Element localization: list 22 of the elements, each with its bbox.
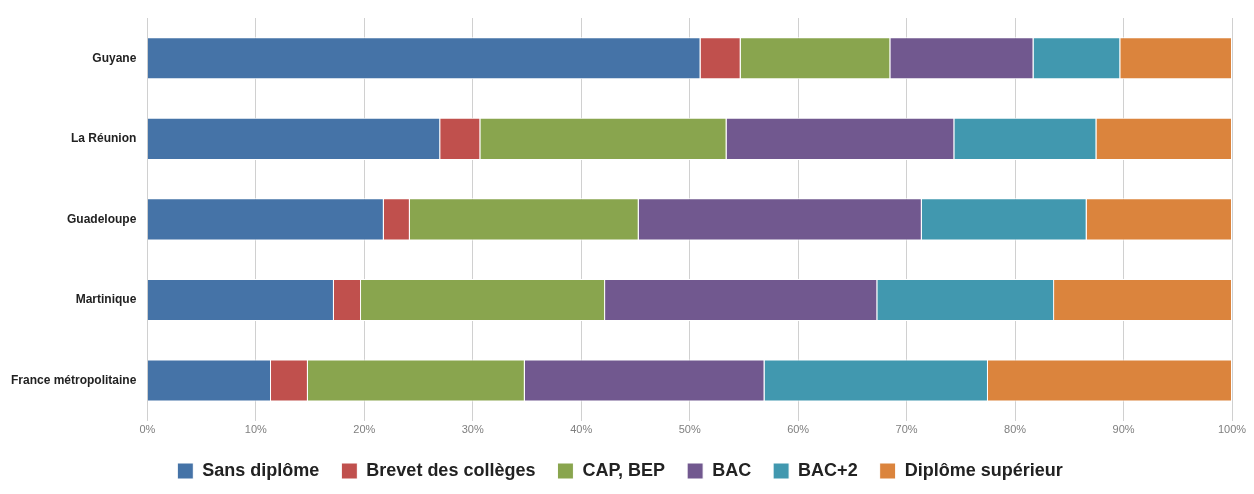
x-tick-label: 50% xyxy=(678,423,701,436)
x-tick-label: 80% xyxy=(1004,423,1027,436)
x-tick-label: 90% xyxy=(1112,423,1135,436)
x-tick-label: 60% xyxy=(787,423,810,436)
x-tick-label: 40% xyxy=(570,423,593,436)
x-tick-label: 30% xyxy=(461,423,484,436)
x-tick-label: 20% xyxy=(353,423,376,436)
x-tick-label: 10% xyxy=(244,423,268,436)
legend-label: Diplôme supérieur xyxy=(904,459,1063,480)
legend-label: CAP, BEP xyxy=(582,459,666,480)
y-tick-label: Guadeloupe xyxy=(67,211,137,226)
legend-label: BAC+2 xyxy=(798,459,858,480)
x-tick-label: 70% xyxy=(895,423,918,436)
legend-label: Brevet des collèges xyxy=(366,459,536,480)
x-tick-label: 100% xyxy=(1217,423,1247,436)
y-tick-label: France métropolitaine xyxy=(10,372,137,387)
x-tick-label: 0% xyxy=(139,423,156,436)
legend-label: BAC xyxy=(712,459,752,480)
y-tick-label: Martinique xyxy=(75,292,137,307)
y-tick-label: Guyane xyxy=(92,50,137,65)
legend-label: Sans diplôme xyxy=(202,459,320,480)
y-tick-label: La Réunion xyxy=(71,131,137,146)
